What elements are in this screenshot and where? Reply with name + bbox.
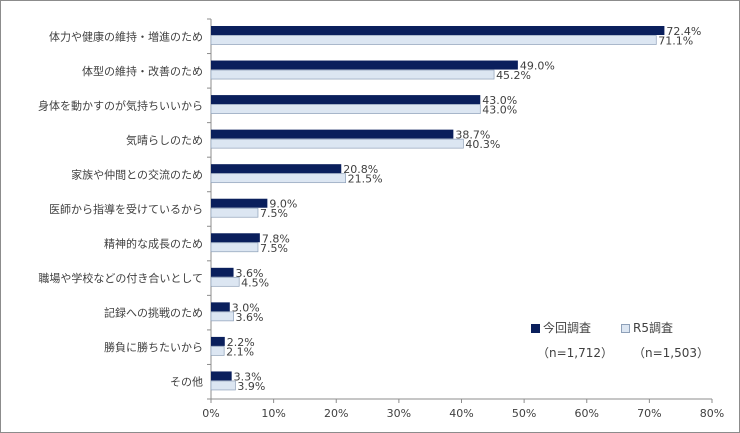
data-label: 9.0%: [269, 198, 297, 211]
bar-current: [211, 26, 665, 35]
x-tick-label: 80%: [700, 407, 724, 420]
data-label: 21.5%: [348, 173, 383, 186]
category-label: 気晴らしのため: [126, 133, 203, 147]
legend: 今回調査 R5調査 （n=1,712） （n=1,503）: [531, 319, 709, 361]
x-tick-label: 50%: [512, 407, 536, 420]
x-tick-label: 20%: [324, 407, 348, 420]
bar-r5: [210, 104, 481, 114]
legend-n-current: （n=1,712）: [537, 346, 614, 360]
category-label: 医師から指導を受けているから: [49, 202, 203, 216]
category-label: 身体を動かすのが気持ちいいから: [38, 98, 203, 112]
category-label: 体型の維持・改善のため: [82, 64, 203, 78]
data-label: 45.2%: [496, 69, 531, 82]
bar-r5: [210, 242, 259, 253]
legend-label: R5調査: [633, 321, 673, 335]
x-tick-label: 40%: [449, 407, 473, 420]
bar-current: [211, 60, 518, 70]
bar-r5: [210, 380, 236, 391]
category-label: 記録への挑戦のため: [104, 306, 203, 320]
data-label: 40.3%: [465, 138, 500, 151]
bar-r5: [210, 311, 234, 322]
data-label: 71.1%: [658, 35, 693, 48]
data-label: 7.5%: [260, 207, 288, 220]
bar-current: [211, 95, 481, 105]
bar-r5: [210, 69, 495, 80]
x-tick-label: 30%: [387, 407, 411, 420]
data-label: 38.7%: [455, 129, 490, 142]
bar-current: [211, 336, 225, 346]
data-label: 2.1%: [226, 345, 254, 358]
category-label: その他: [170, 376, 203, 389]
legend-n-r5: （n=1,503）: [633, 346, 710, 360]
data-label: 3.3%: [234, 370, 262, 383]
bar-current: [211, 198, 268, 208]
data-label: 49.0%: [520, 60, 555, 73]
data-label: 7.8%: [262, 232, 290, 245]
legend-item-current: 今回調査: [531, 319, 591, 336]
category-label: 体力や健康の維持・増進のため: [49, 29, 203, 43]
legend-item-r5: R5調査: [621, 319, 673, 336]
data-label: 43.0%: [482, 94, 517, 107]
data-label: 20.8%: [343, 163, 378, 176]
bar-current: [211, 371, 232, 381]
legend-swatch: [531, 324, 540, 333]
bar-current: [211, 233, 260, 243]
bar-r5: [210, 276, 240, 287]
legend-swatch: [621, 324, 631, 333]
legend-label: 今回調査: [543, 321, 592, 335]
data-label: 43.0%: [482, 104, 517, 117]
category-label: 家族や仲間との交流のため: [71, 167, 203, 181]
category-label: 精神的な成長のため: [104, 237, 203, 251]
bar-r5: [210, 207, 259, 218]
category-label: 勝負に勝ちたいから: [104, 340, 203, 354]
data-label: 3.6%: [236, 267, 264, 280]
data-label: 3.9%: [237, 380, 265, 393]
bar-current: [211, 164, 342, 174]
bar-r5: [210, 173, 346, 184]
bar-r5: [210, 346, 225, 356]
bar-current: [211, 129, 454, 139]
bar-r5: [210, 35, 657, 45]
x-tick-label: 70%: [637, 407, 661, 420]
category-label: 職場や学校などの付き合いとして: [38, 271, 203, 285]
data-label: 3.6%: [236, 311, 264, 324]
data-label: 72.4%: [666, 25, 701, 38]
x-tick-label: 60%: [575, 407, 599, 420]
x-tick-label: 10%: [261, 407, 285, 420]
data-label: 7.5%: [260, 242, 288, 255]
data-label: 2.2%: [227, 336, 255, 349]
data-label: 3.0%: [232, 301, 260, 314]
x-tick-label: 0%: [202, 407, 219, 420]
bar-current: [211, 302, 230, 312]
data-label: 4.5%: [241, 276, 269, 289]
bar-r5: [210, 138, 464, 149]
bar-current: [211, 267, 234, 277]
